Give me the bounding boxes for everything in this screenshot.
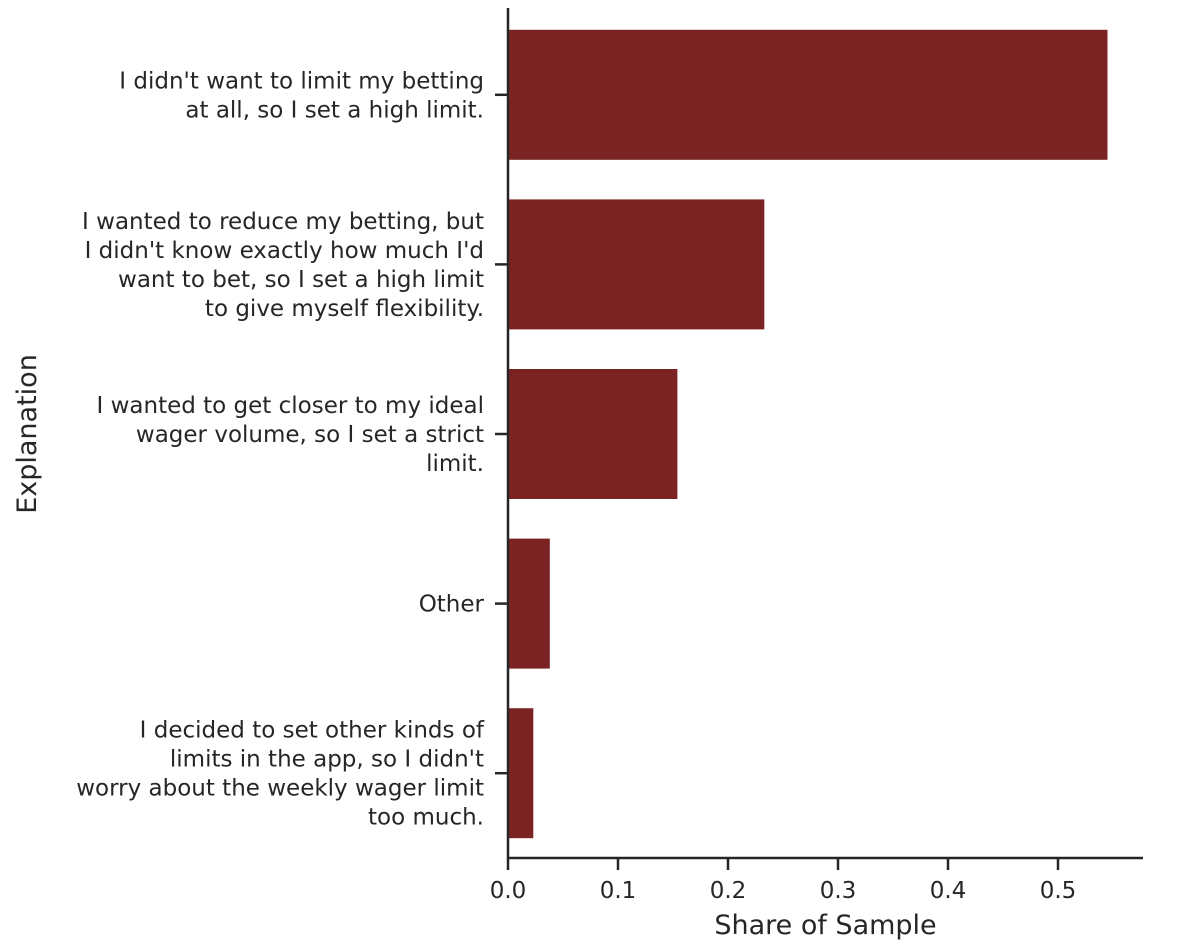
x-tick-label: 0.4 [930, 878, 967, 904]
y-tick-label-line: I wanted to get closer to my ideal [97, 393, 485, 419]
bar [509, 708, 534, 839]
y-tick-label-line: limits in the app, so I didn't [170, 747, 484, 773]
y-tick-label-line: Other [419, 592, 485, 618]
x-tick-label: 0.2 [710, 878, 747, 904]
y-tick-label: Other [419, 592, 485, 618]
x-tick-label: 0.0 [490, 878, 527, 904]
y-tick-label: I decided to set other kinds of limits in… [76, 718, 485, 831]
x-axis-title: Share of Sample [714, 910, 936, 941]
y-tick-label-line: at all, so I set a high limit. [185, 97, 484, 123]
bar [509, 199, 765, 330]
bar [509, 538, 550, 669]
bars-group [509, 29, 1108, 839]
y-tick-label-line: worry about the weekly wager limit [76, 776, 484, 802]
y-tick-label-line: to give myself flexibility. [205, 296, 484, 322]
y-tick-label: I didn't want to limit my betting at all,… [119, 68, 484, 123]
y-tick-label-line: want to bet, so I set a high limit [118, 267, 484, 293]
y-tick-label-line: too much. [368, 805, 484, 831]
x-tick-label: 0.3 [820, 878, 857, 904]
x-tick-label: 0.5 [1040, 878, 1077, 904]
x-tick-label: 0.1 [600, 878, 637, 904]
y-tick-label-line: limit. [426, 451, 484, 477]
y-tick-label-line: I decided to set other kinds of [140, 718, 485, 744]
y-tick-label: I wanted to get closer to my ideal wager … [97, 393, 485, 477]
y-tick-label: I wanted to reduce my betting, but I didn… [82, 209, 484, 322]
y-tick-label-line: wager volume, so I set a strict [136, 422, 484, 448]
bar [509, 369, 678, 499]
bar [509, 29, 1108, 160]
x-axis-ticks: 0.0 0.1 0.2 0.3 0.4 0.5 [490, 858, 1077, 904]
y-tick-label-line: I didn't know exactly how much I'd [85, 238, 484, 264]
y-axis-ticks: I didn't want to limit my betting at all,… [76, 68, 508, 831]
y-axis-title: Explanation [12, 354, 43, 514]
y-tick-label-line: I didn't want to limit my betting [119, 68, 484, 94]
y-tick-label-line: I wanted to reduce my betting, but [82, 209, 484, 235]
